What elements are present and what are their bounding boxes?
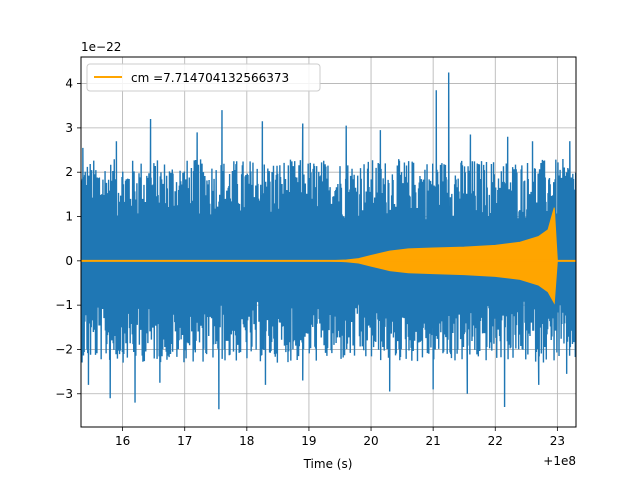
x-offset-label: +1e8 [543,454,576,468]
y-tick-label: −3 [55,387,73,401]
x-tick-label: 23 [550,434,565,448]
x-tick-label: 17 [177,434,192,448]
y-tick-label: 3 [65,121,73,135]
data-layer [81,72,576,410]
x-tick-label: 16 [115,434,130,448]
x-tick-label: 21 [426,434,441,448]
x-axis: 16 17 18 19 20 21 22 23 [115,427,565,448]
legend-label-template: cm =7.714704132566373 [131,71,289,85]
x-tick-label: 19 [301,434,316,448]
y-tick-label: 1 [65,210,73,224]
y-tick-label: 0 [65,254,73,268]
x-tick-label: 22 [488,434,503,448]
y-scale-label: 1e−22 [81,40,121,54]
y-tick-label: −2 [55,342,73,356]
y-tick-label: −1 [55,298,73,312]
y-tick-label: 4 [65,77,73,91]
plot-frame [80,56,577,428]
y-tick-label: 2 [65,165,73,179]
x-axis-label: Time (s) [303,457,353,471]
y-axis: −3 −2 −1 0 1 2 3 4 [55,77,81,401]
template-chirp-envelope [81,207,576,305]
x-tick-label: 20 [363,434,378,448]
legend-box [86,63,321,92]
x-tick-label: 18 [239,434,254,448]
legend: cm =7.714704132566373 [86,63,321,92]
